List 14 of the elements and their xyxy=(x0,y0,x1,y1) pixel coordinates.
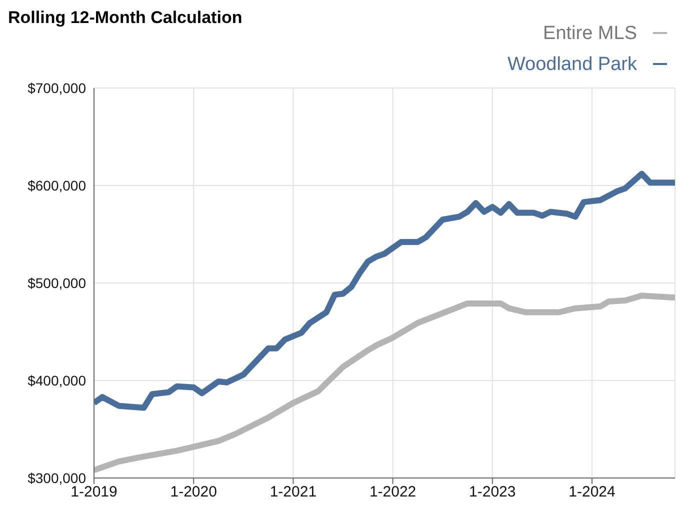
chart-title: Rolling 12-Month Calculation xyxy=(8,8,242,27)
x-tick-label: 1-2020 xyxy=(170,484,217,501)
legend-label: Entire MLS xyxy=(543,23,637,44)
legend-label: Woodland Park xyxy=(507,54,637,75)
y-tick-label: $600,000 xyxy=(28,177,86,194)
x-tick-label: 1-2023 xyxy=(469,484,516,501)
x-tick-label: 1-2019 xyxy=(70,484,118,501)
x-tick-label: 1-2024 xyxy=(568,484,616,501)
y-tick-label: $500,000 xyxy=(28,274,86,291)
y-tick-label: $700,000 xyxy=(28,80,86,96)
y-tick-label: $400,000 xyxy=(28,372,86,388)
x-tick-label: 1-2021 xyxy=(270,484,317,501)
x-tick-label: 1-2022 xyxy=(369,484,416,501)
y-tick-label: $300,000 xyxy=(28,470,86,486)
